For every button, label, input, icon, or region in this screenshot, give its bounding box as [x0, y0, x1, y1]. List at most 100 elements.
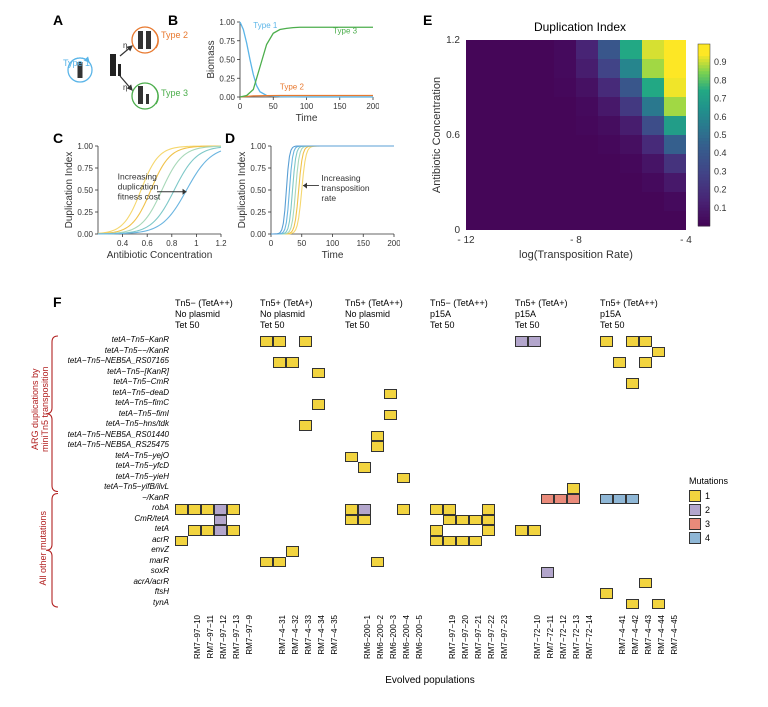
svg-text:Type 1: Type 1	[253, 21, 278, 30]
panel-f-col-label: RM7−97−20	[461, 615, 470, 670]
panel-f-col-label: RM7−72−14	[585, 615, 594, 670]
panel-a-type2: Type 2	[161, 30, 188, 40]
panel-f-cell	[567, 494, 580, 505]
panel-f-cell	[201, 525, 214, 536]
svg-text:0.00: 0.00	[219, 93, 235, 102]
panel-f-legend-swatch	[689, 518, 701, 530]
svg-text:0.6: 0.6	[142, 239, 154, 248]
panel-f-cell	[639, 357, 652, 368]
panel-f-col-label: RM7−97−13	[232, 615, 241, 670]
svg-text:0: 0	[238, 102, 243, 111]
panel-f-cell	[482, 525, 495, 536]
svg-text:η: η	[123, 41, 127, 50]
panel-f-cell	[384, 410, 397, 421]
panel-f-cell	[456, 515, 469, 526]
panel-f-col-label: RM7−4−42	[631, 615, 640, 670]
svg-text:1.00: 1.00	[77, 142, 93, 151]
panel-a-type1: Type 1	[63, 58, 90, 68]
panel-f-cell	[312, 368, 325, 379]
svg-text:- 8: - 8	[570, 235, 582, 246]
svg-text:0.7: 0.7	[714, 94, 727, 104]
panel-f-cell	[541, 567, 554, 578]
panel-f-cell	[286, 357, 299, 368]
panel-f-header: Tet 50	[260, 320, 285, 330]
svg-text:transposition: transposition	[321, 183, 369, 193]
panel-f-col-label: RM7−72−12	[559, 615, 568, 670]
svg-text:duplication: duplication	[118, 181, 159, 191]
svg-text:Time: Time	[296, 113, 318, 123]
panel-f-cell	[214, 504, 227, 515]
svg-text:0.4: 0.4	[117, 239, 129, 248]
svg-text:200: 200	[387, 239, 400, 248]
svg-text:0.4: 0.4	[714, 148, 727, 158]
svg-text:η: η	[123, 83, 127, 92]
panel-f-col-label: RM6−200−5	[415, 615, 424, 670]
panel-f-header: Tn5− (TetA++)	[175, 298, 233, 308]
panel-f-col-label: RM7−4−45	[670, 615, 679, 670]
panel-f-col-label: RM6−200−3	[389, 615, 398, 670]
panel-d-chart: 0501001502000.000.250.500.751.00TimeDupl…	[235, 140, 400, 260]
svg-text:50: 50	[297, 239, 306, 248]
panel-f-cell	[443, 536, 456, 547]
panel-f-col-label: RM7−97−10	[193, 615, 202, 670]
panel-f-col-label: RM7−97−23	[500, 615, 509, 670]
panel-f-cell	[175, 504, 188, 515]
panel-f-cell	[188, 504, 201, 515]
svg-text:Antibiotic Concentration: Antibiotic Concentration	[431, 77, 443, 193]
panel-f-col-label: RM7−4−41	[618, 615, 627, 670]
panel-f-cell	[626, 494, 639, 505]
panel-f-legend-num: 4	[705, 533, 710, 543]
svg-text:0.5: 0.5	[714, 130, 727, 140]
svg-text:0.9: 0.9	[714, 57, 727, 67]
panel-f-col-label: RM7−97−11	[206, 615, 215, 670]
svg-text:- 12: - 12	[457, 235, 475, 246]
panel-e-title: Duplication Index	[470, 20, 690, 34]
panel-f-cell	[227, 504, 240, 515]
svg-text:Duplication Index: Duplication Index	[237, 152, 248, 229]
panel-f-col-label: RM7−97−21	[474, 615, 483, 670]
panel-f-header: No plasmid	[260, 309, 305, 319]
svg-text:0.25: 0.25	[219, 74, 235, 83]
panel-f-cell	[273, 557, 286, 568]
panel-f-header: Tet 50	[430, 320, 455, 330]
panel-f-cell	[482, 504, 495, 515]
panel-f-col-label: RM7−97−19	[448, 615, 457, 670]
panel-f-cell	[371, 431, 384, 442]
panel-a-type3: Type 3	[161, 88, 188, 98]
svg-text:0.50: 0.50	[77, 186, 93, 195]
panel-f-col-label: RM7−97−22	[487, 615, 496, 670]
svg-text:0.2: 0.2	[714, 185, 727, 195]
svg-text:Biomass: Biomass	[206, 40, 217, 78]
panel-f-cell	[600, 588, 613, 599]
panel-f-cell	[515, 336, 528, 347]
panel-f-cell	[214, 525, 227, 536]
panel-f-cell	[273, 336, 286, 347]
svg-text:0.00: 0.00	[77, 230, 93, 239]
panel-f-col-label: RM7−4−31	[278, 615, 287, 670]
svg-text:Duplication Index: Duplication Index	[64, 152, 75, 229]
panel-f-cell	[469, 536, 482, 547]
panel-f-cell	[456, 536, 469, 547]
panel-f-cell	[201, 504, 214, 515]
svg-text:100: 100	[326, 239, 340, 248]
panel-f-cell	[430, 504, 443, 515]
panel-f-col-label: RM7−4−33	[304, 615, 313, 670]
svg-text:1: 1	[194, 239, 199, 248]
panel-f-bracket-2: All other mutations	[38, 491, 48, 607]
panel-f-header: Tn5+ (TetA+)	[260, 298, 313, 308]
svg-text:Time: Time	[322, 250, 344, 260]
svg-text:0.75: 0.75	[77, 164, 93, 173]
panel-f-cell	[443, 515, 456, 526]
panel-f-cell	[626, 378, 639, 389]
panel-f-col-label: RM6−200−1	[363, 615, 372, 670]
panel-f-col-label: RM7−72−10	[533, 615, 542, 670]
panel-f-cell	[260, 557, 273, 568]
panel-b-chart: 0501001502000.000.250.500.751.00TimeBiom…	[204, 18, 379, 123]
panel-f-col-label: RM7−4−34	[317, 615, 326, 670]
panel-f-header: No plasmid	[175, 309, 220, 319]
panel-f-cell	[482, 515, 495, 526]
panel-f: Tn5− (TetA++)No plasmidTet 50Tn5+ (TetA+…	[0, 294, 768, 706]
panel-f-header: p15A	[600, 309, 621, 319]
panel-f-cell	[613, 494, 626, 505]
panel-f-cell	[384, 389, 397, 400]
